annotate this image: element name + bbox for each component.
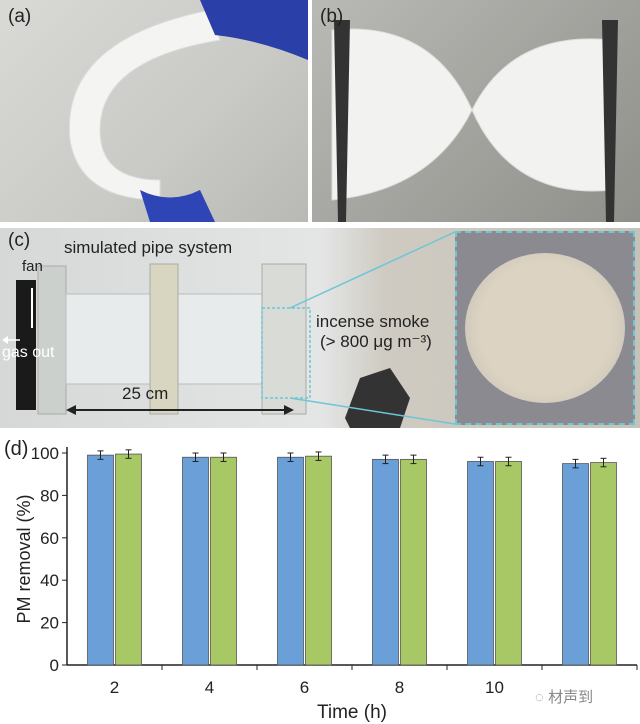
length-label: 25 cm	[122, 384, 169, 403]
photo-panel-b: (b)	[312, 0, 640, 222]
bar	[562, 463, 589, 666]
bar	[590, 462, 617, 666]
pm-removal-bar-chart: PM removal (%) Time (h) 0 20 40 60 80 100 2 4 6 8…	[14, 444, 638, 723]
x-tick-label: 2	[110, 678, 119, 697]
x-tick-label: 10	[485, 678, 504, 697]
smoke-concentration-label: (> 800 μg m⁻³)	[320, 332, 432, 351]
bar	[182, 456, 209, 666]
panel-label-b: (b)	[320, 6, 344, 27]
y-tick-label: 20	[40, 614, 59, 633]
pipe-system-image	[2, 231, 456, 428]
bar	[400, 458, 427, 666]
y-axis-label: PM removal (%)	[14, 494, 34, 623]
x-tick-label: 4	[205, 678, 214, 697]
bent-sponge-image	[68, 0, 308, 222]
y-tick-label: 100	[31, 444, 59, 463]
bar	[210, 456, 237, 666]
bar	[372, 458, 399, 666]
y-tick-label: 0	[50, 656, 59, 675]
y-tick-label: 60	[40, 529, 59, 548]
photo-panel-a: (a)	[0, 0, 308, 222]
y-tick-label: 80	[40, 486, 59, 505]
inset-filter-image	[455, 231, 635, 425]
x-tick-label: 8	[395, 678, 404, 697]
fan-label: fan	[22, 258, 43, 275]
smoke-label: incense smoke	[316, 312, 430, 331]
bar	[305, 455, 332, 666]
bar	[467, 461, 494, 666]
x-tick-label: 6	[300, 678, 309, 697]
gas-out-label: gas out	[2, 344, 55, 361]
bar	[277, 456, 304, 666]
wechat-icon: ◌	[535, 689, 549, 706]
watermark: ◌ 材声到	[535, 689, 594, 706]
y-tick-label: 40	[40, 571, 59, 590]
pipe-system-label: simulated pipe system	[64, 238, 233, 257]
panel-label-a: (a)	[8, 6, 32, 27]
panel-label-c: (c)	[8, 230, 31, 251]
bar	[115, 453, 142, 666]
photo-panel-c: (c) simulated pipe system fan gas out 25…	[0, 228, 640, 428]
bar	[495, 461, 522, 666]
panel-label-d: (d)	[4, 438, 29, 460]
twisted-sponge-image	[331, 20, 618, 222]
x-axis-label: Time (h)	[317, 702, 387, 723]
bar	[87, 454, 114, 666]
